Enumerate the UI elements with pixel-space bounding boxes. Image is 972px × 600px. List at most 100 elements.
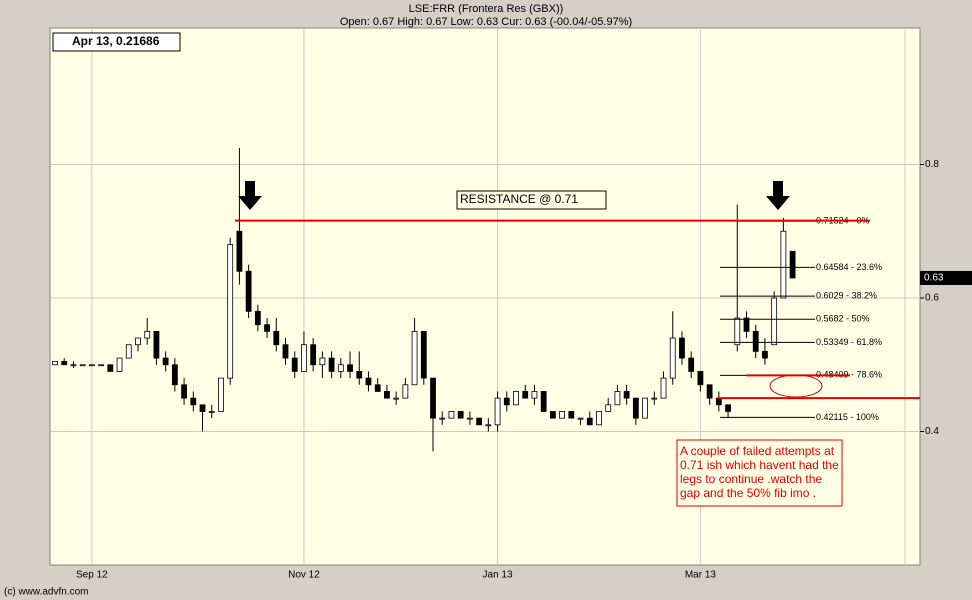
arrow [238,181,262,210]
candle-body [79,364,86,367]
candle-body [190,397,197,406]
x-tick-label: Mar 13 [685,570,717,581]
candle-body [135,337,141,346]
candle-body [61,361,68,366]
candle-body [402,384,409,399]
candle-body [660,377,667,399]
candle-body [107,364,114,372]
info-box [52,32,181,52]
candle-body [144,330,151,339]
current-price-label: 0.63 [924,273,944,284]
candle-body [236,230,243,272]
candle-body [789,250,796,279]
x-tick-label: Nov 12 [288,570,320,581]
candle-body [540,391,547,412]
highlight-ellipse [769,374,823,398]
candles [52,147,796,452]
candle-body [485,424,492,427]
candle-body [715,397,722,406]
candle-body [605,404,612,412]
arrow [766,181,790,210]
candle-body [743,317,750,332]
candle-body [356,371,363,379]
candle-body [466,417,473,420]
x-tick-label: Jan 13 [483,570,513,581]
candle-body [218,377,224,412]
candle-body [98,364,104,367]
candle-body [384,391,390,399]
fib-label: 0.42115 - 100% [816,412,879,422]
candle-body [549,411,556,419]
annotations: 0.71524 - 0%0.64584 - 23.6%0.6029 - 38.2… [235,215,920,422]
candle-body [752,330,759,352]
candle-body [227,244,234,379]
y-tick-label: 0.4 [925,426,939,437]
candle-body [162,357,169,366]
chart-subtitle: Open: 0.67 High: 0.67 Low: 0.63 Cur: 0.6… [340,16,632,28]
candle-body [596,411,602,426]
candle-body [688,357,695,372]
candle-body [568,411,575,419]
fib-label: 0.53349 - 61.8% [816,337,882,347]
candle-body [642,397,648,419]
candle-body [448,411,455,419]
candle-body [651,397,658,400]
x-tick-label: Sep 12 [76,570,108,581]
candle-body [513,391,519,406]
candle-body [125,344,132,359]
candle-body [476,417,483,426]
candle-body [503,397,510,406]
candle-body [494,397,501,426]
candle-body [208,411,215,413]
note-box [676,439,843,507]
candle-body [310,344,317,366]
candle-body [586,417,593,426]
candle-body [52,361,58,366]
note-text: 0.71 ish which havent had the [680,458,839,472]
candle-body [70,364,77,367]
note-text: A couple of failed attempts at [680,444,835,458]
candle-body [420,330,427,379]
candle-body [291,357,298,372]
candle-body [632,397,639,419]
candle-body [245,270,252,312]
current-price-tag [920,270,972,285]
y-tick-label: 0.6 [925,293,939,304]
candle-body [153,330,160,359]
candle-body [254,310,261,326]
chart-title: LSE:FRR (Frontera Res (GBX)) [409,3,564,15]
candle-body [771,297,778,346]
fib-label: 0.6029 - 38.2% [816,290,877,300]
candle-body [365,377,372,386]
y-tick-label: 0.8 [925,159,939,170]
candle-body [328,357,335,372]
candle-body [697,371,704,386]
candle-body [181,384,187,399]
candle-body [457,411,464,419]
resistance-label: RESISTANCE @ 0.71 [460,192,578,206]
candle-body [522,391,529,399]
candle-body [623,391,630,399]
resistance-box [456,190,607,210]
candle-body [725,404,731,412]
candle-body [393,397,400,400]
candle-body [669,337,676,379]
candle-body [273,330,280,346]
fib-label: 0.5682 - 50% [816,314,870,324]
candle-body [780,230,787,299]
candle-body [734,317,741,346]
candle-body [762,350,768,359]
candle-body [679,337,685,359]
footer: (c) www.advfn.com [4,587,88,598]
grid [50,28,924,565]
fib-label: 0.64584 - 23.6% [816,262,882,272]
candle-body [430,377,436,419]
note-text: legs to continue .watch the [680,472,822,486]
note-text: gap and the 50% fib imo . [680,486,816,500]
candle-body [559,411,565,419]
candle-body [347,364,353,372]
candle-body [374,384,381,392]
candle-body [706,384,713,399]
candle-body [577,417,584,420]
